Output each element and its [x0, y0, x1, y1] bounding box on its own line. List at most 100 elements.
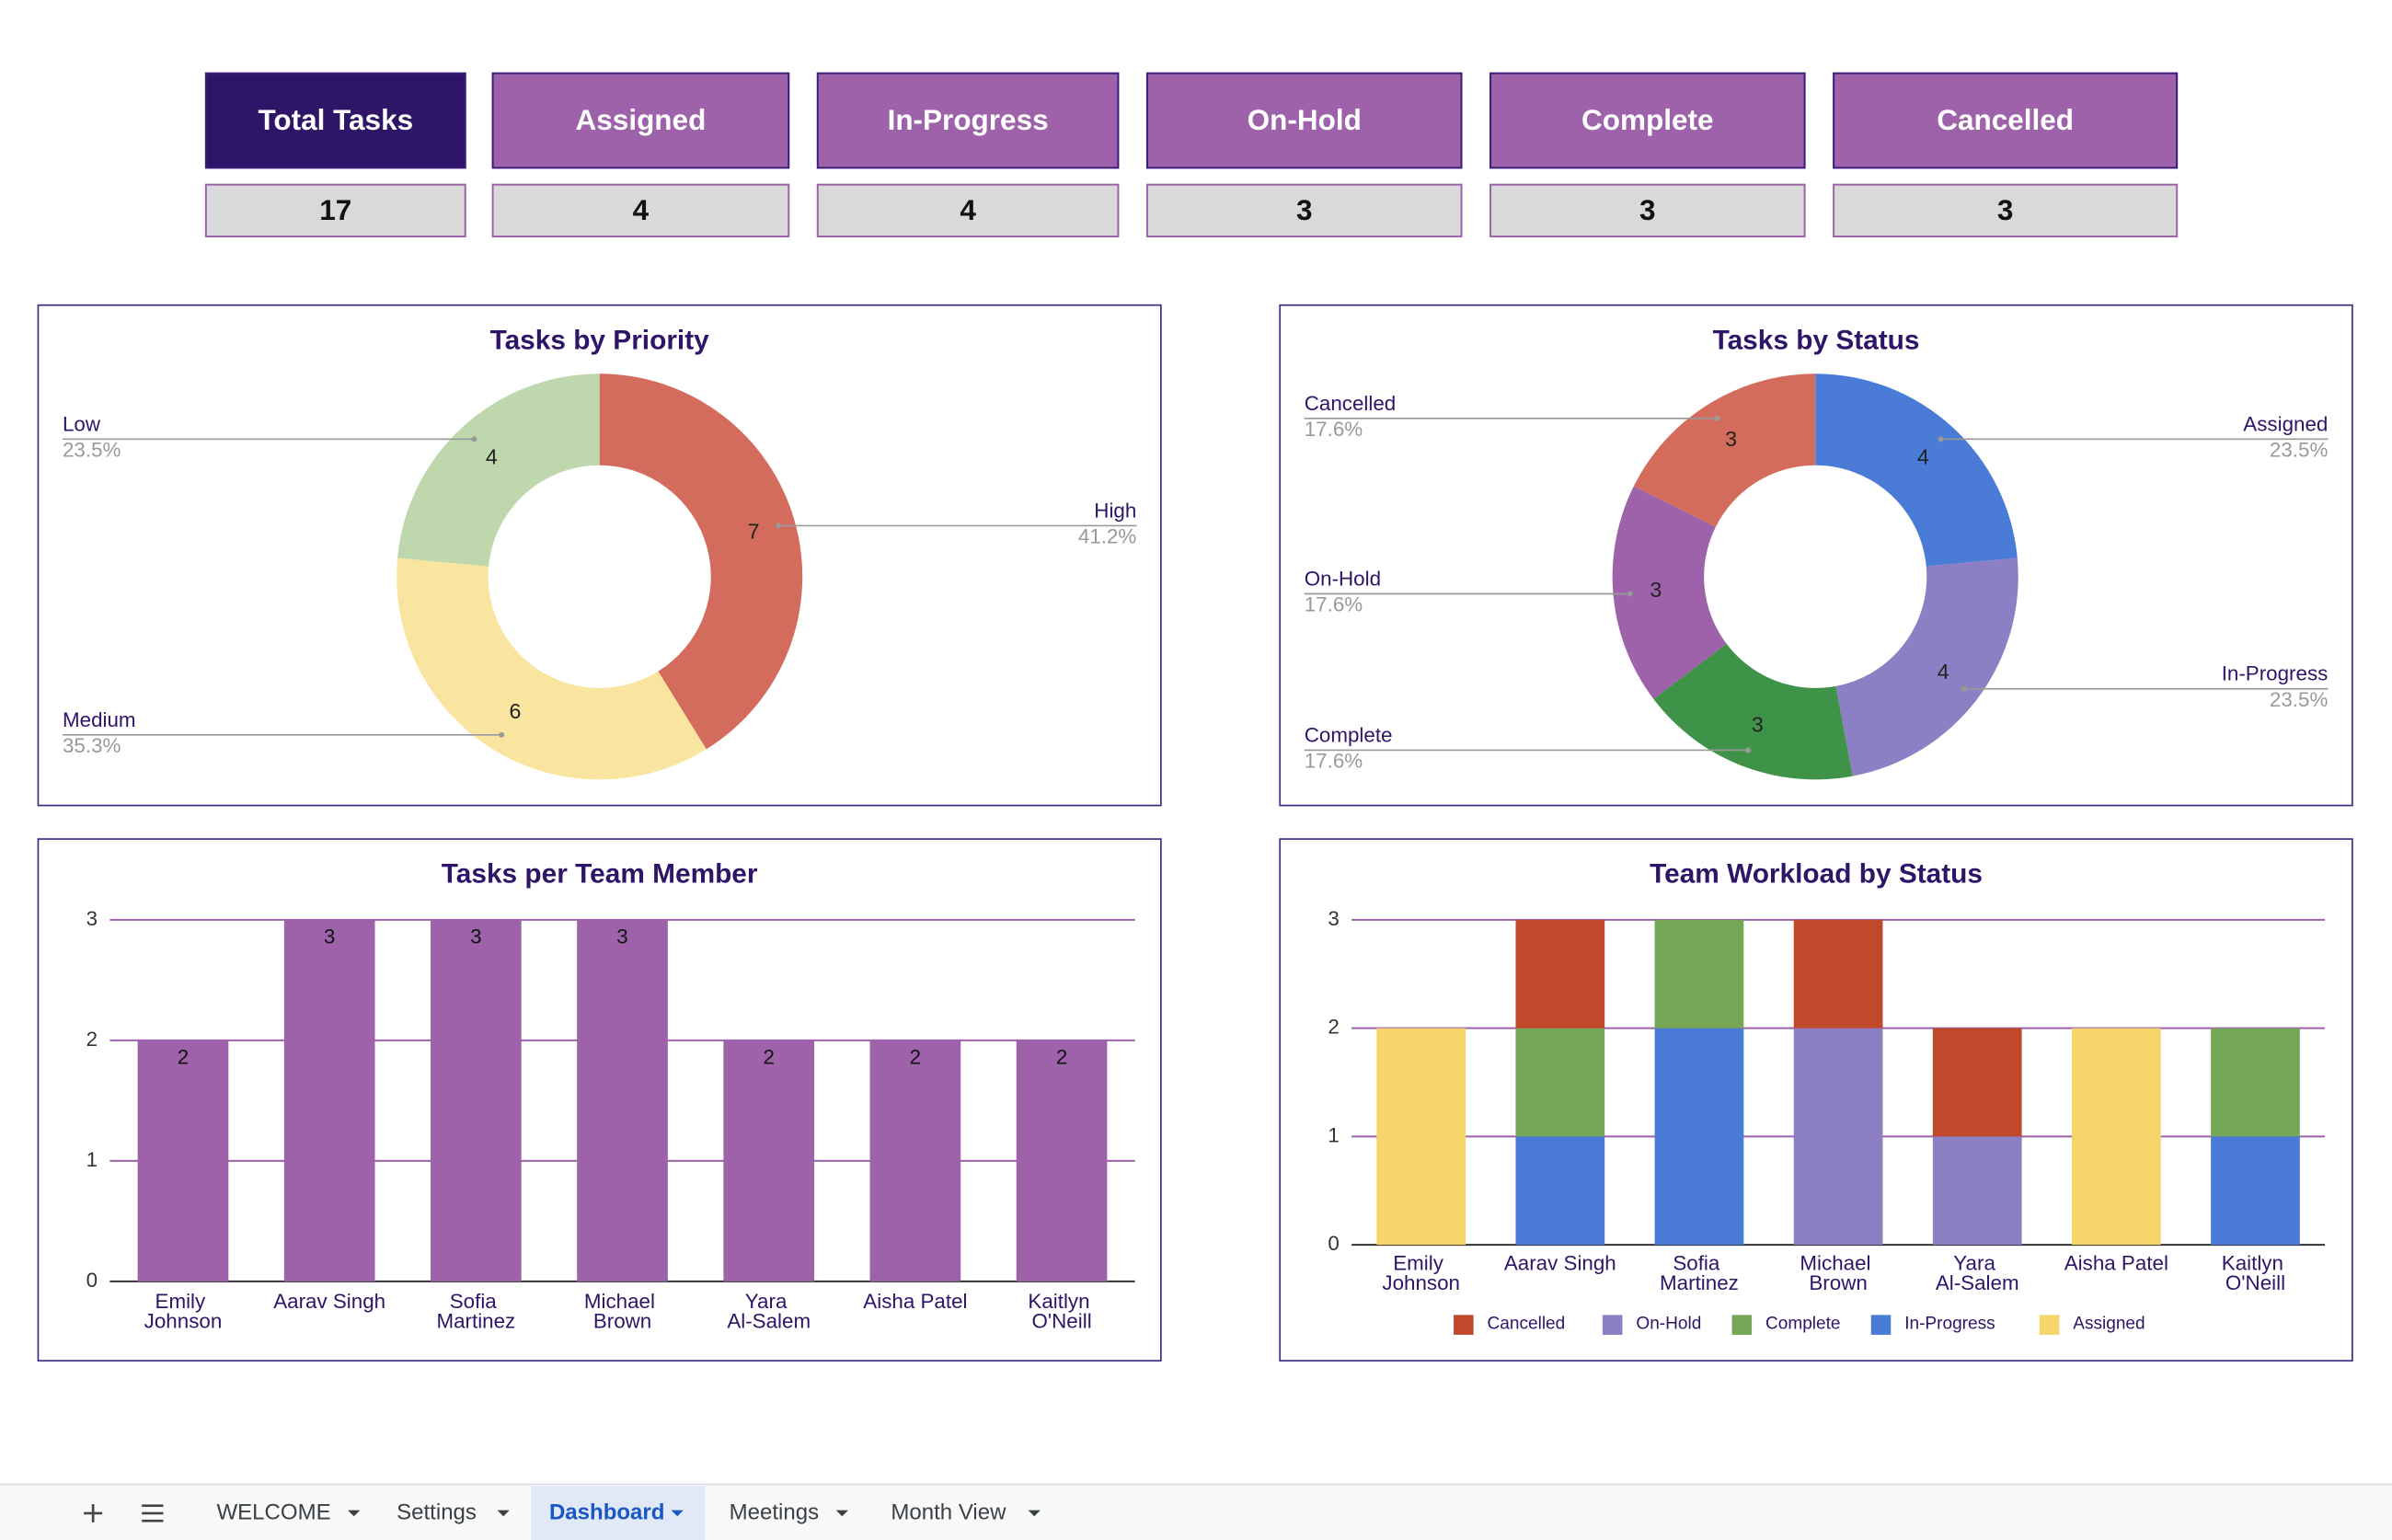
tab-menu-arrow[interactable] — [671, 1510, 684, 1517]
bar-segment — [1654, 919, 1744, 1029]
kpi-header — [1833, 72, 2179, 169]
sheet-tab[interactable]: Dashboard — [549, 1500, 665, 1524]
pie-slice — [397, 374, 600, 567]
kpi-value-box — [491, 183, 790, 238]
tab-menu-arrow[interactable] — [1028, 1510, 1041, 1517]
bar-segment — [1654, 1028, 1744, 1246]
sheet-tab[interactable]: Month View — [891, 1500, 1006, 1524]
legend-swatch — [1731, 1315, 1753, 1335]
kpi-label: Assigned — [576, 103, 707, 136]
bar-value-label: 3 — [470, 925, 481, 948]
y-tick-label: 2 — [86, 1028, 98, 1051]
leader-dot — [499, 731, 505, 738]
y-tick-label: 2 — [1328, 1016, 1339, 1039]
slice-value-label: 6 — [510, 699, 522, 723]
sheet-tab[interactable]: Settings — [397, 1500, 477, 1524]
slice-value-label: 3 — [1752, 712, 1764, 736]
kpi-value: 3 — [1639, 193, 1656, 226]
bar-segment — [1376, 1028, 1466, 1246]
x-tick-label: Kaitlyn O'Neill — [2222, 1252, 2289, 1295]
sheet-tab-bar — [0, 1484, 2392, 1540]
x-tick-label: Yara Al-Salem — [1936, 1252, 2019, 1295]
bar-segment — [1793, 919, 1883, 1029]
legend-label: Cancelled — [1488, 1314, 1566, 1333]
slice-value-label: 4 — [1917, 444, 1929, 468]
kpi-label: Total Tasks — [258, 103, 413, 136]
slice-percent-label: 17.6% — [1305, 750, 1363, 773]
x-tick-label: Aisha Patel — [2064, 1252, 2168, 1275]
bar — [577, 919, 668, 1281]
pie-slice — [1835, 557, 2018, 776]
sheet-tab[interactable]: WELCOME — [216, 1500, 330, 1524]
pie-slice — [599, 374, 803, 750]
x-tick-label: Sofia Martinez — [436, 1290, 515, 1333]
pie-slice — [1612, 486, 1727, 699]
bar-value-label: 2 — [178, 1046, 189, 1069]
slice-value-label: 7 — [748, 519, 760, 543]
leader-dot — [471, 436, 477, 442]
x-tick-label: Emily Johnson — [1382, 1252, 1460, 1295]
bar — [869, 1040, 961, 1281]
slice-percent-label: 17.6% — [1305, 418, 1363, 441]
y-tick-label: 1 — [86, 1148, 98, 1171]
bar-value-label: 3 — [616, 925, 627, 948]
slice-name-label: High — [1094, 499, 1136, 522]
pie-slice — [1653, 643, 1853, 780]
tab-menu-arrow[interactable] — [497, 1510, 510, 1517]
y-tick-label: 3 — [86, 907, 98, 930]
kpi-value-box — [1489, 183, 1806, 238]
slice-value-label: 3 — [1650, 578, 1662, 602]
leader-dot — [1627, 591, 1633, 597]
slice-percent-label: 41.2% — [1078, 525, 1137, 548]
bar-segment — [2211, 1136, 2300, 1246]
y-tick-label: 1 — [1328, 1123, 1339, 1146]
x-tick-label: Aisha Patel — [863, 1290, 967, 1313]
slice-name-label: Low — [63, 412, 101, 435]
bar-segment — [2211, 1028, 2300, 1137]
tab-menu-arrow[interactable] — [348, 1510, 361, 1517]
sheet-tab[interactable]: Meetings — [730, 1500, 820, 1524]
slice-value-label: 3 — [1725, 427, 1737, 451]
kpi-value: 4 — [633, 193, 650, 226]
bar-segment — [1515, 919, 1605, 1029]
kpi-label: Complete — [1581, 103, 1714, 136]
kpi-value: 3 — [1296, 193, 1313, 226]
x-tick-label: Kaitlyn O'Neill — [1028, 1290, 1095, 1333]
x-tick-label: Michael Brown — [584, 1290, 661, 1333]
kpi-value: 17 — [319, 193, 351, 226]
kpi-header — [816, 72, 1120, 169]
tab-menu-arrow[interactable] — [835, 1510, 848, 1517]
bar — [723, 1040, 815, 1281]
pie-slice — [1633, 374, 1816, 527]
chart-title: Tasks by Priority — [490, 325, 710, 355]
x-tick-label: Yara Al-Salem — [727, 1290, 811, 1333]
slice-percent-label: 23.5% — [2270, 439, 2329, 462]
slice-name-label: Cancelled — [1305, 392, 1397, 415]
kpi-label: On-Hold — [1248, 103, 1362, 136]
legend-label: On-Hold — [1636, 1314, 1701, 1333]
slice-value-label: 4 — [486, 444, 498, 468]
leader-dot — [1961, 685, 1967, 692]
y-tick-label: 0 — [86, 1269, 98, 1292]
legend-swatch — [2039, 1315, 2060, 1335]
kpi-value: 4 — [960, 193, 976, 226]
leader-dot — [1714, 415, 1720, 421]
slice-name-label: In-Progress — [2222, 662, 2329, 685]
kpi-value: 3 — [1997, 193, 2014, 226]
bar-segment — [1932, 1136, 2022, 1246]
kpi-header — [1145, 72, 1463, 169]
legend-label: Assigned — [2073, 1314, 2145, 1333]
kpi-value-box — [1833, 183, 2179, 238]
slice-name-label: Complete — [1305, 723, 1393, 746]
leader-dot — [1938, 436, 1944, 442]
kpi-header — [1489, 72, 1806, 169]
chart-title: Team Workload by Status — [1650, 859, 1983, 890]
slice-name-label: On-Hold — [1305, 567, 1381, 590]
all-sheets-button[interactable] — [142, 1504, 164, 1523]
legend-label: In-Progress — [1904, 1314, 1995, 1333]
add-sheet-button[interactable] — [84, 1503, 103, 1523]
slice-percent-label: 35.3% — [63, 734, 121, 757]
slice-name-label: Assigned — [2243, 412, 2328, 435]
